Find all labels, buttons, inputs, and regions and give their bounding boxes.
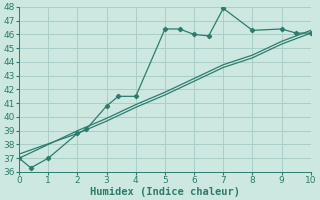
X-axis label: Humidex (Indice chaleur): Humidex (Indice chaleur): [90, 186, 240, 197]
